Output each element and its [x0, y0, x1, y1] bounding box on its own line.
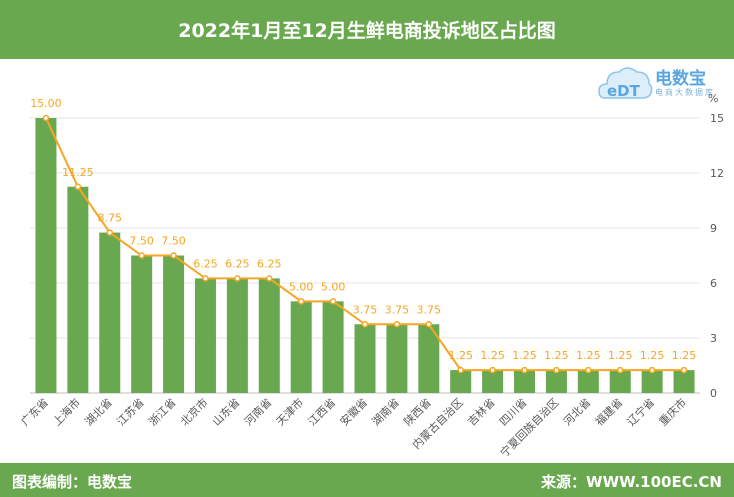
x-tick-label: 北京市: [177, 395, 210, 428]
x-tick-label: 湖北省: [82, 396, 115, 429]
y-tick-label: 12: [710, 167, 724, 180]
line-point: [106, 229, 114, 236]
bar: [450, 370, 472, 393]
bar: [131, 255, 153, 393]
x-tick-label: 河北省: [561, 396, 594, 429]
data-label: 5.00: [289, 280, 314, 293]
line-point: [74, 183, 82, 190]
data-label: 7.50: [129, 235, 154, 248]
line-point: [170, 252, 177, 259]
data-label: 1.25: [448, 349, 473, 362]
x-tick-label: 江西省: [306, 396, 339, 429]
bar: [545, 370, 567, 393]
x-tick-label: 江苏省: [114, 396, 147, 429]
data-label: 3.75: [385, 303, 410, 316]
data-label: 6.25: [257, 257, 282, 270]
bar: [609, 370, 631, 393]
data-label: 5.00: [321, 280, 346, 293]
brand-logo: eDT 电数宝 电商大数据库: [597, 60, 717, 106]
data-label: 11.25: [62, 166, 94, 179]
line-point: [393, 321, 401, 328]
x-tick-label: 吉林省: [465, 395, 498, 428]
bar: [673, 370, 695, 393]
line-point: [553, 366, 560, 374]
line-point: [234, 275, 241, 282]
bar: [482, 370, 504, 393]
data-label: 1.25: [512, 349, 537, 362]
bar: [514, 370, 536, 393]
line-point: [266, 275, 273, 282]
chart-title: 2022年1月至12月生鲜电商投诉地区占比图: [178, 20, 556, 42]
bar: [226, 278, 248, 393]
cloud-logo-icon: eDT: [598, 67, 653, 100]
x-tick-label: 山东省: [210, 396, 243, 429]
line-point: [361, 321, 369, 328]
line-point: [585, 366, 592, 374]
bar: [35, 118, 57, 393]
y-tick-label: 0: [710, 387, 717, 400]
bar: [418, 324, 440, 393]
line-point: [521, 366, 528, 374]
x-tick-label: 上海市: [50, 395, 83, 428]
data-label: 8.75: [98, 212, 123, 225]
chart-title-bar: 2022年1月至12月生鲜电商投诉地区占比图: [0, 0, 734, 59]
bar: [322, 301, 344, 393]
logo-name: 电数宝: [655, 69, 706, 89]
bar: [641, 370, 663, 393]
x-tick-label: 广东省: [19, 396, 52, 429]
data-label: 3.75: [353, 303, 378, 316]
data-label: 1.25: [576, 349, 601, 362]
bar: [194, 278, 216, 393]
data-label: 1.25: [672, 349, 697, 362]
bar-line-chart: 15.00 11.25 8.75 7.50 7.50 6.25 6.25 6.25 5.00 5.…: [19, 92, 724, 460]
data-label: 6.25: [193, 257, 218, 270]
data-label: 1.25: [480, 349, 505, 362]
data-label: 7.50: [161, 235, 186, 248]
footer-editor: 图表编制：电数宝: [12, 473, 133, 491]
bar: [258, 278, 280, 393]
data-label: 1.25: [640, 349, 665, 362]
x-tick-label: 辽宁省: [624, 395, 657, 428]
bar: [577, 370, 599, 393]
footer-bar: 图表编制：电数宝 来源：WWW.100EC.CN: [0, 463, 734, 497]
x-tick-label: 浙江省: [146, 396, 179, 429]
data-label: 1.25: [608, 349, 633, 362]
line-point: [297, 298, 305, 305]
line-point: [457, 366, 464, 374]
logo-mark: eDT: [607, 82, 641, 100]
x-tick-label: 福建省: [592, 395, 625, 428]
y-axis-unit-label: %: [708, 92, 718, 105]
y-tick-label: 9: [710, 222, 717, 235]
bar: [99, 232, 121, 393]
line-point: [42, 114, 50, 122]
x-tick-label: 安徽省: [337, 395, 370, 428]
bar: [290, 301, 312, 393]
x-tick-label: 天津市: [273, 395, 306, 428]
bar: [67, 186, 89, 393]
bar: [163, 255, 185, 393]
line-point: [202, 275, 209, 282]
line-point: [425, 321, 433, 328]
y-tick-label: 6: [710, 277, 717, 290]
data-label: 1.25: [544, 349, 569, 362]
y-tick-label: 15: [710, 112, 724, 125]
bar: [386, 324, 408, 393]
x-tick-label: 河南省: [242, 396, 275, 429]
x-tick-label: 湖南省: [369, 396, 402, 429]
line-point: [329, 298, 337, 305]
x-tick-label: 重庆市: [656, 395, 689, 428]
y-tick-label: 3: [710, 332, 717, 345]
data-label: 3.75: [417, 303, 442, 316]
footer-source: 来源：WWW.100EC.CN: [541, 473, 722, 491]
data-label: 15.00: [30, 97, 62, 110]
logo-subtitle: 电商大数据库: [655, 88, 715, 97]
line-point: [680, 366, 688, 374]
line-point: [616, 366, 624, 374]
line-point: [489, 366, 496, 374]
bar: [354, 324, 376, 393]
line-point: [138, 252, 145, 259]
data-label: 6.25: [225, 257, 250, 270]
line-point: [648, 366, 656, 374]
